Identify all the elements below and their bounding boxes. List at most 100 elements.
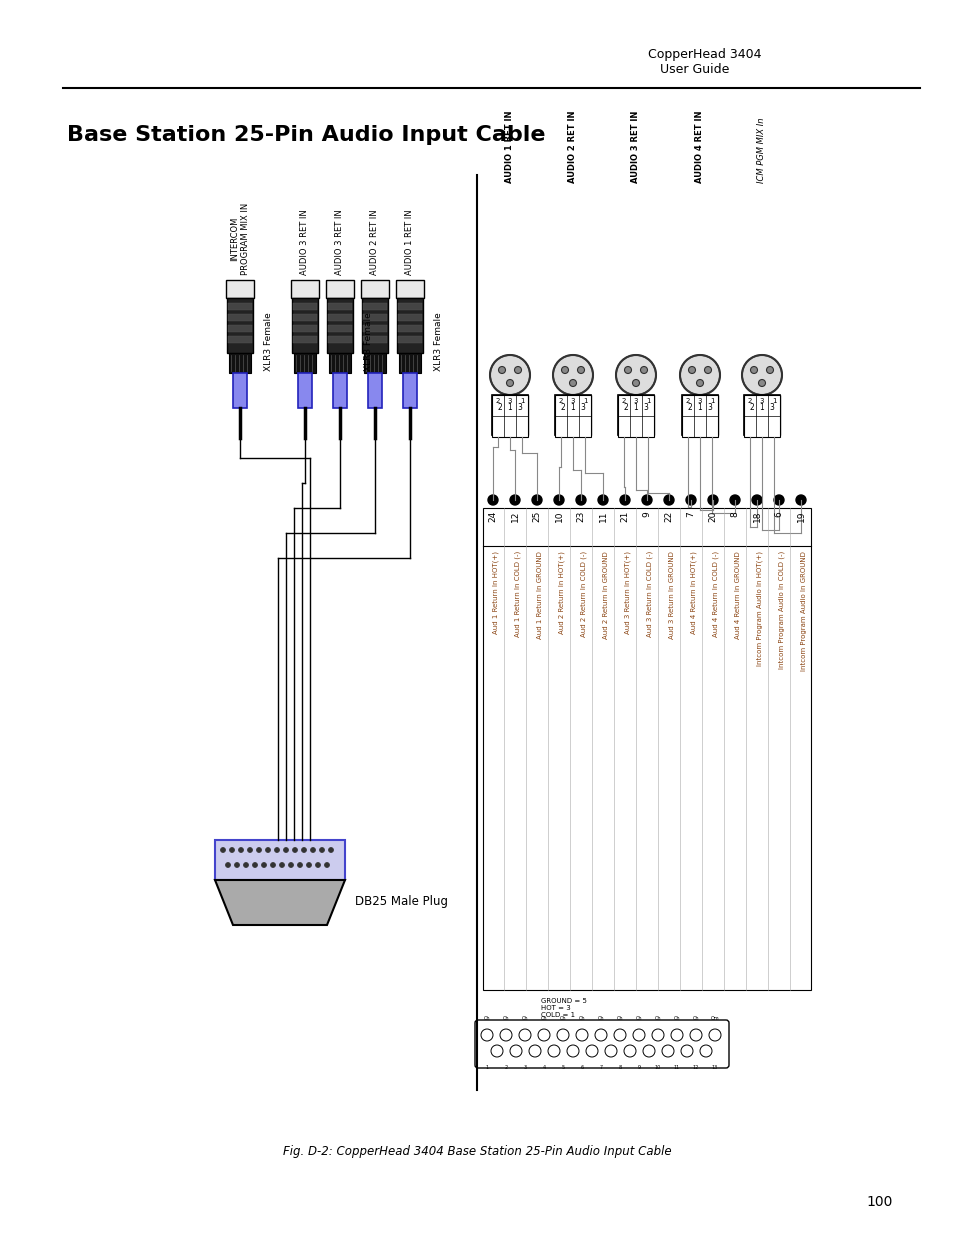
Text: XLR3 Female: XLR3 Female: [434, 312, 442, 372]
Text: 25: 25: [532, 511, 541, 522]
Bar: [618, 395, 654, 435]
Text: Intcom Program Audio In GROUND: Intcom Program Audio In GROUND: [801, 551, 806, 671]
Polygon shape: [214, 881, 345, 925]
Circle shape: [480, 1029, 493, 1041]
Bar: [228, 325, 252, 332]
Circle shape: [225, 862, 231, 867]
Text: 3: 3: [523, 1065, 526, 1070]
Text: 22: 22: [664, 511, 673, 522]
Bar: [743, 395, 780, 435]
Circle shape: [632, 379, 639, 387]
Circle shape: [614, 1029, 625, 1041]
Text: 10: 10: [554, 511, 563, 522]
Bar: [743, 395, 780, 435]
Circle shape: [256, 847, 261, 852]
Bar: [363, 325, 387, 332]
Text: 13: 13: [711, 1065, 718, 1070]
Bar: [294, 353, 315, 373]
Circle shape: [751, 495, 761, 505]
Text: 11: 11: [673, 1065, 679, 1070]
Circle shape: [577, 367, 584, 373]
Circle shape: [623, 1045, 636, 1057]
Circle shape: [773, 495, 783, 505]
Circle shape: [569, 379, 576, 387]
Text: 6: 6: [774, 511, 782, 516]
Circle shape: [700, 1045, 711, 1057]
Bar: [555, 395, 590, 437]
Bar: [681, 395, 718, 435]
Circle shape: [670, 1029, 682, 1041]
Circle shape: [639, 367, 647, 373]
Text: 7: 7: [686, 511, 695, 516]
Text: Ch: Ch: [635, 1016, 641, 1021]
Circle shape: [234, 862, 239, 867]
Text: INTERCOM
PROGRAM MIX IN: INTERCOM PROGRAM MIX IN: [230, 203, 250, 275]
Bar: [396, 298, 422, 353]
Text: Aud 1 Return In COLD (-): Aud 1 Return In COLD (-): [515, 551, 521, 637]
Bar: [492, 395, 527, 435]
Bar: [328, 303, 352, 310]
Bar: [363, 336, 387, 343]
Text: 1: 1: [507, 403, 512, 412]
Text: Ch: Ch: [616, 1016, 622, 1021]
Bar: [397, 314, 421, 321]
Circle shape: [554, 495, 563, 505]
Text: 3: 3: [643, 403, 648, 412]
Text: Aud 2 Return In GROUND: Aud 2 Return In GROUND: [602, 551, 608, 638]
Text: Ch: Ch: [521, 1016, 528, 1021]
Bar: [492, 395, 527, 437]
Circle shape: [729, 495, 740, 505]
Circle shape: [328, 847, 334, 852]
Text: XLR3 Female: XLR3 Female: [264, 312, 273, 372]
Text: 11: 11: [598, 511, 607, 522]
Circle shape: [619, 495, 629, 505]
Circle shape: [707, 495, 718, 505]
Circle shape: [499, 1029, 512, 1041]
Bar: [618, 395, 654, 437]
Circle shape: [488, 495, 497, 505]
Bar: [482, 508, 810, 990]
Circle shape: [547, 1045, 559, 1057]
Text: Ch: Ch: [598, 1016, 603, 1021]
Text: 2: 2: [623, 403, 628, 412]
Bar: [363, 314, 387, 321]
Circle shape: [537, 1029, 550, 1041]
Circle shape: [598, 495, 607, 505]
Circle shape: [274, 847, 279, 852]
Circle shape: [651, 1029, 663, 1041]
Text: 1: 1: [633, 403, 638, 412]
Circle shape: [642, 1045, 655, 1057]
Circle shape: [514, 367, 521, 373]
Circle shape: [641, 495, 651, 505]
Text: 3: 3: [580, 403, 585, 412]
Bar: [618, 395, 654, 435]
Bar: [397, 336, 421, 343]
Text: 3: 3: [707, 403, 712, 412]
Bar: [292, 298, 317, 353]
Bar: [293, 314, 316, 321]
Circle shape: [689, 1029, 701, 1041]
Text: 3: 3: [517, 403, 522, 412]
Text: 3: 3: [769, 403, 774, 412]
Circle shape: [576, 495, 585, 505]
Text: 2: 2: [687, 403, 692, 412]
Text: 1: 1: [771, 398, 776, 404]
Text: 4: 4: [542, 1065, 545, 1070]
Text: Intcom Program Audio In COLD (-): Intcom Program Audio In COLD (-): [779, 551, 784, 669]
Text: 2: 2: [504, 1065, 507, 1070]
Text: Ch: Ch: [559, 1016, 566, 1021]
Text: 2: 2: [560, 403, 565, 412]
Text: 8: 8: [618, 1065, 621, 1070]
Bar: [297, 373, 312, 408]
Circle shape: [585, 1045, 598, 1057]
Circle shape: [661, 1045, 673, 1057]
Text: Fig. D-2: CopperHead 3404 Base Station 25-Pin Audio Input Cable: Fig. D-2: CopperHead 3404 Base Station 2…: [282, 1145, 671, 1158]
Circle shape: [510, 1045, 521, 1057]
Text: 2: 2: [558, 398, 562, 404]
Bar: [327, 298, 353, 353]
Text: 2: 2: [497, 403, 502, 412]
Bar: [326, 280, 354, 298]
Text: GROUND = 5
HOT = 3
COLD = 1: GROUND = 5 HOT = 3 COLD = 1: [540, 998, 586, 1018]
Text: 20: 20: [708, 511, 717, 522]
Bar: [402, 373, 416, 408]
